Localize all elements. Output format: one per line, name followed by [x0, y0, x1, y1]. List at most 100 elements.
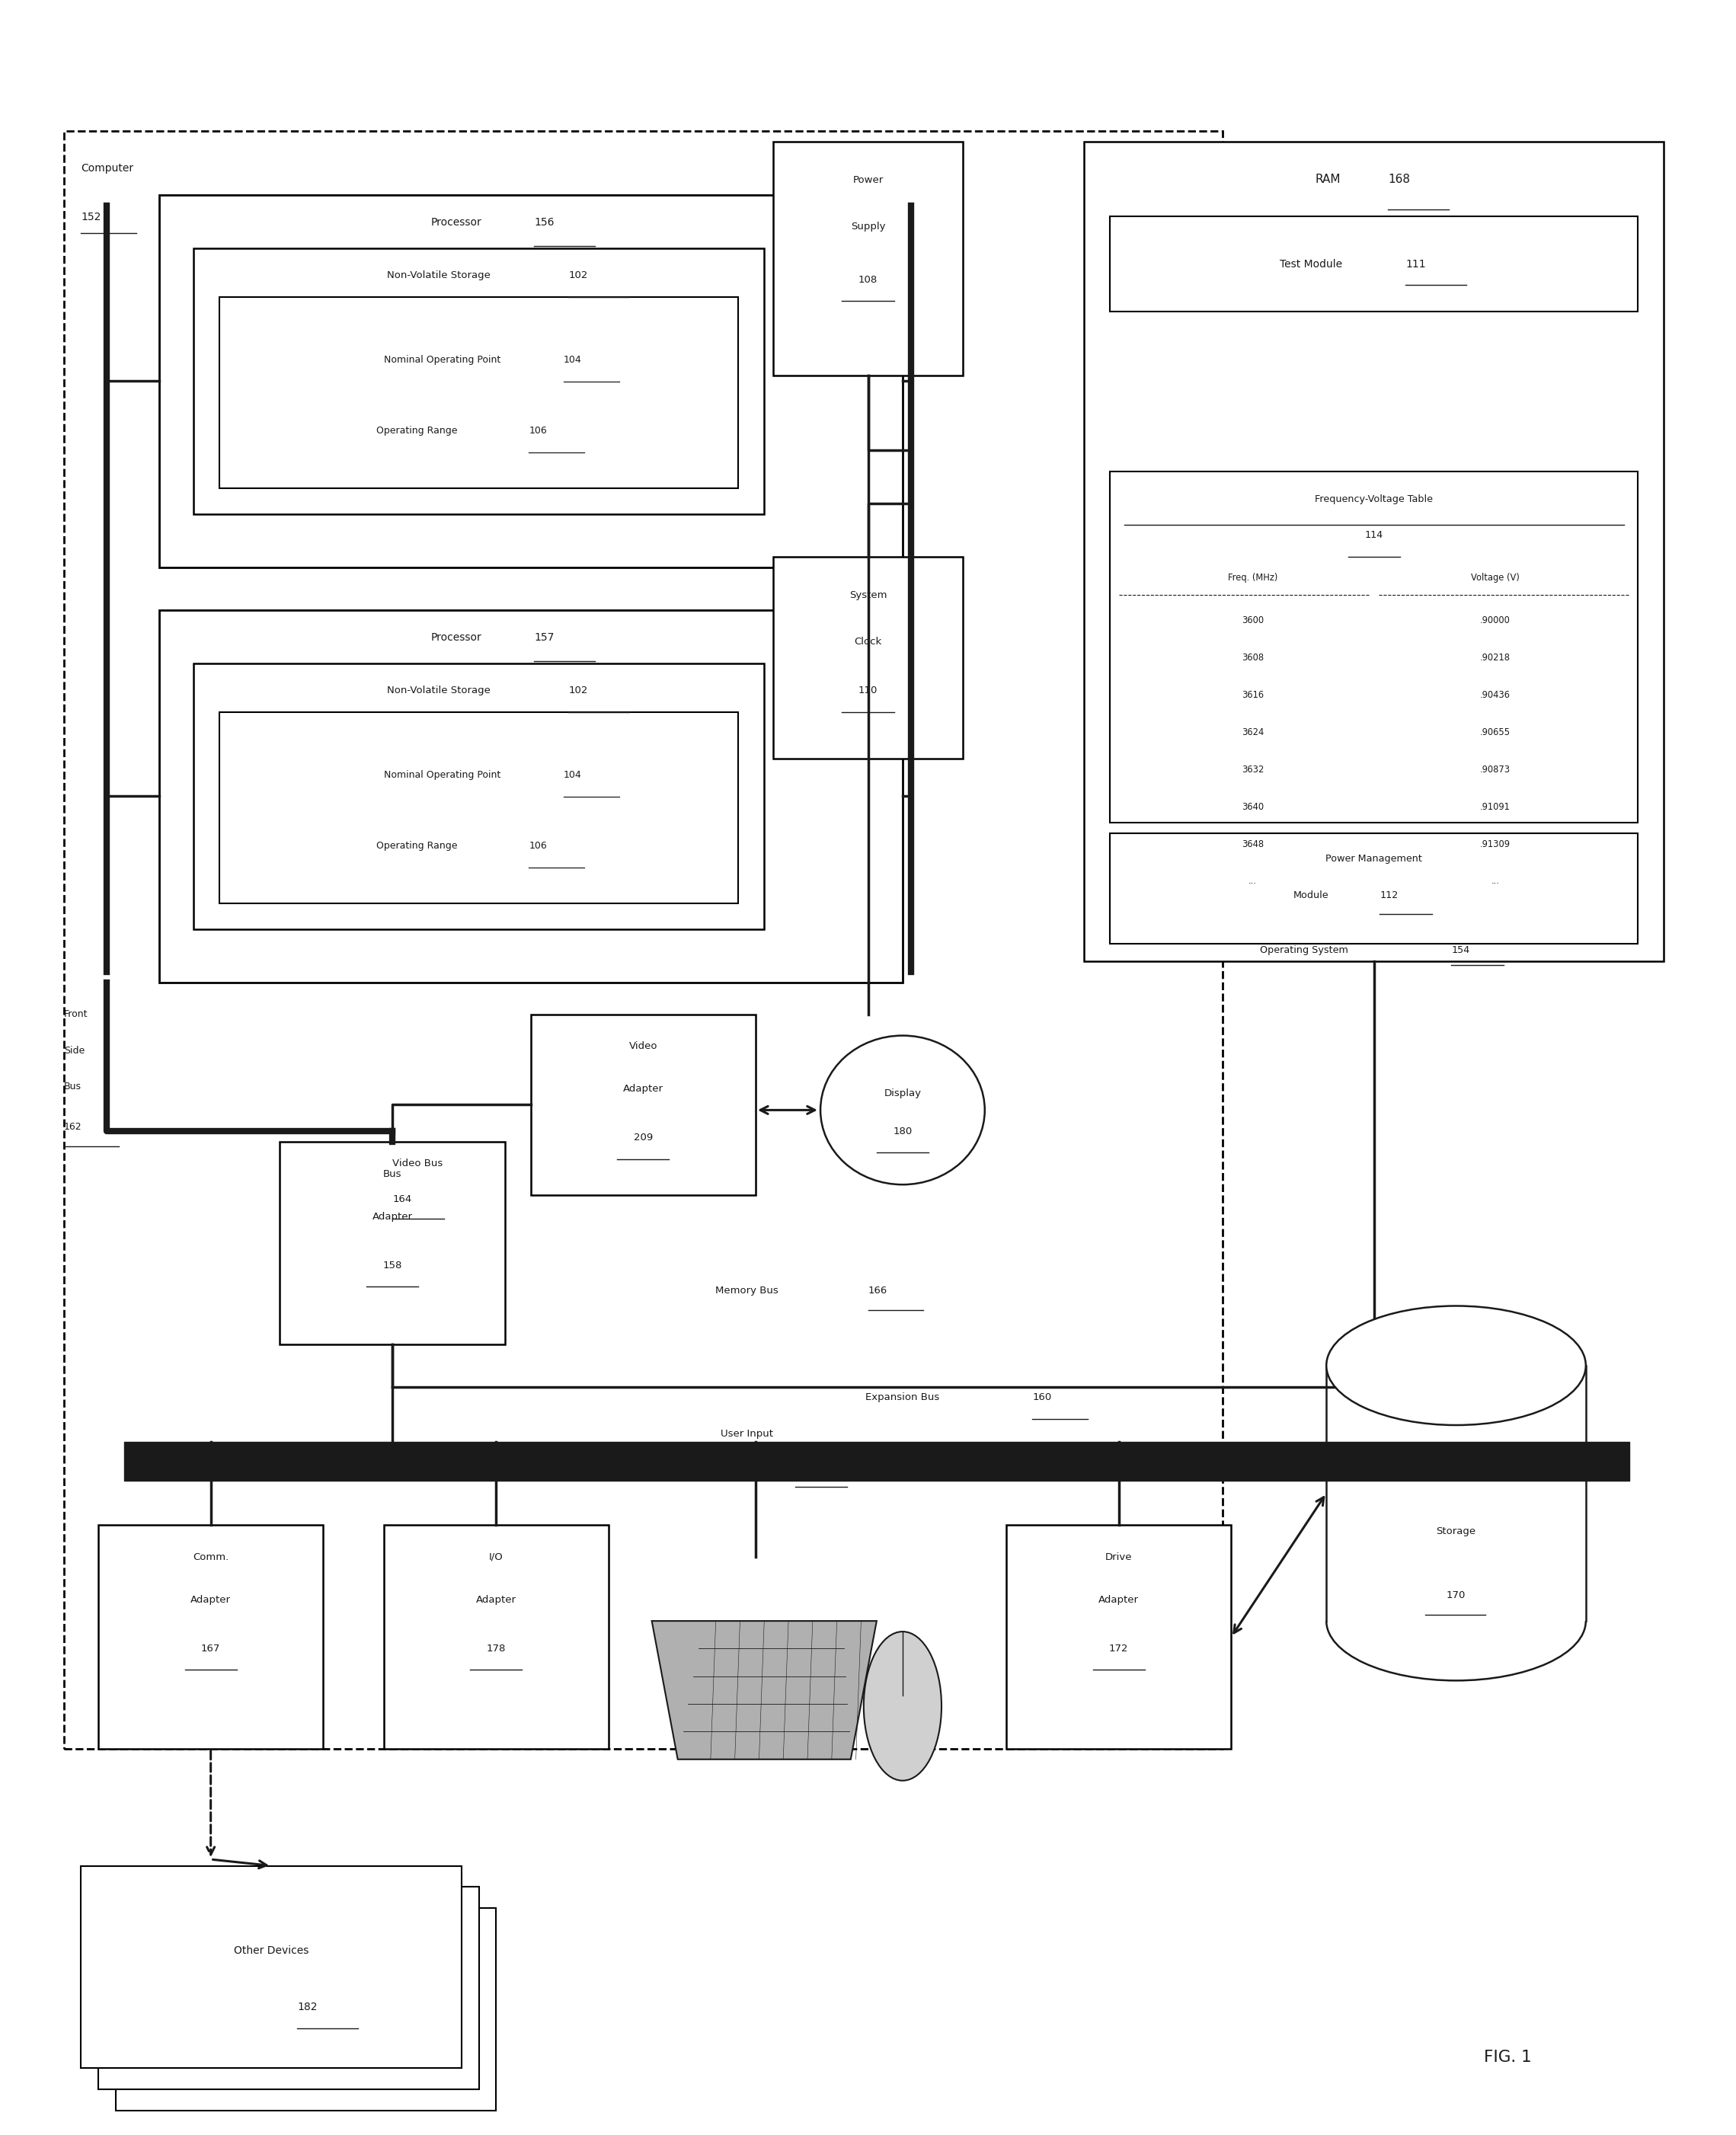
Text: 157: 157	[535, 632, 554, 643]
Text: 114: 114	[1364, 529, 1384, 540]
Text: 162: 162	[64, 1123, 82, 1132]
Bar	[82, 1866, 462, 2069]
Ellipse shape	[1326, 1307, 1585, 1426]
Bar	[531, 1014, 755, 1196]
Text: Front: Front	[64, 1010, 89, 1018]
Text: Data: Data	[1444, 1462, 1469, 1473]
Text: Expansion Bus: Expansion Bus	[866, 1392, 939, 1403]
Bar	[279, 1142, 505, 1345]
Text: Comm.: Comm.	[193, 1552, 229, 1563]
Text: .90873: .90873	[1481, 764, 1510, 775]
Text: User Input: User Input	[720, 1428, 773, 1439]
Text: Processor: Processor	[431, 632, 483, 643]
Bar	[116, 1909, 496, 2112]
Text: Operating Range: Operating Range	[377, 841, 457, 852]
Text: Power Management: Power Management	[1326, 854, 1422, 865]
Text: I/O: I/O	[490, 1552, 503, 1563]
Text: 102: 102	[569, 271, 589, 280]
Text: 172: 172	[1109, 1644, 1128, 1655]
Bar	[1085, 141, 1663, 961]
Text: Supply: Supply	[851, 222, 885, 231]
Text: 3632: 3632	[1241, 764, 1264, 775]
Ellipse shape	[821, 1035, 984, 1185]
Text: Power: Power	[852, 175, 884, 186]
Text: Side: Side	[64, 1046, 85, 1055]
Bar	[99, 1887, 479, 2090]
Text: 3648: 3648	[1241, 839, 1264, 850]
Text: Adapter: Adapter	[476, 1595, 516, 1606]
Text: FIG. 1: FIG. 1	[1484, 2050, 1531, 2065]
Text: Operating Range: Operating Range	[377, 427, 457, 436]
Text: 104: 104	[564, 771, 582, 779]
Text: Bus: Bus	[64, 1082, 82, 1091]
Text: 154: 154	[1451, 946, 1470, 954]
Bar	[384, 1524, 609, 1749]
Bar	[773, 557, 963, 758]
Text: 156: 156	[535, 218, 554, 228]
Text: 182: 182	[297, 2003, 318, 2013]
Text: 112: 112	[1380, 890, 1397, 901]
Text: Test Module: Test Module	[1279, 258, 1342, 269]
Text: 3608: 3608	[1241, 653, 1264, 662]
Text: 3600: 3600	[1241, 615, 1264, 626]
Bar	[193, 664, 764, 929]
Text: Nominal Operating Point: Nominal Operating Point	[384, 354, 502, 365]
Text: 166: 166	[868, 1285, 887, 1296]
Text: Processor: Processor	[431, 218, 483, 228]
Ellipse shape	[865, 1631, 941, 1781]
Text: 180: 180	[892, 1127, 911, 1136]
Bar	[158, 611, 903, 982]
Text: 209: 209	[634, 1134, 653, 1142]
Bar	[1007, 1524, 1231, 1749]
Text: Freq. (MHz): Freq. (MHz)	[1227, 572, 1278, 583]
Text: 3640: 3640	[1241, 803, 1264, 811]
Text: Other Devices: Other Devices	[234, 1945, 309, 1956]
Text: Video: Video	[628, 1042, 658, 1050]
Text: Non-Volatile Storage: Non-Volatile Storage	[387, 271, 491, 280]
Text: 160: 160	[1033, 1392, 1052, 1403]
Text: .90436: .90436	[1481, 690, 1510, 700]
Text: Adapter: Adapter	[1099, 1595, 1139, 1606]
Bar	[219, 297, 738, 489]
Text: System: System	[849, 589, 887, 600]
Text: .91309: .91309	[1481, 839, 1510, 850]
Bar	[219, 711, 738, 903]
Text: Drive: Drive	[1106, 1552, 1132, 1563]
Text: 164: 164	[392, 1193, 411, 1204]
Bar	[773, 141, 963, 376]
Bar	[99, 1524, 323, 1749]
Bar	[1109, 833, 1637, 944]
Text: 102: 102	[569, 685, 589, 696]
Text: Computer: Computer	[82, 162, 134, 173]
Text: Storage: Storage	[1436, 1527, 1476, 1537]
Text: 106: 106	[529, 841, 547, 852]
Text: 158: 158	[382, 1260, 403, 1270]
Text: 106: 106	[529, 427, 547, 436]
Text: Operating System: Operating System	[1260, 946, 1349, 954]
Text: Memory Bus: Memory Bus	[715, 1285, 778, 1296]
Text: 170: 170	[1446, 1591, 1465, 1601]
Text: Module: Module	[1293, 890, 1328, 901]
Text: Clock: Clock	[854, 636, 882, 647]
Bar	[193, 248, 764, 515]
Text: 3624: 3624	[1241, 728, 1264, 737]
Bar	[1109, 472, 1637, 822]
Text: 168: 168	[1389, 173, 1410, 186]
Text: 181: 181	[795, 1462, 814, 1473]
Text: 110: 110	[858, 685, 878, 696]
Text: Adapter: Adapter	[372, 1211, 413, 1221]
Text: 167: 167	[201, 1644, 220, 1655]
Text: ...: ...	[1491, 875, 1500, 886]
Text: Devices: Devices	[701, 1462, 741, 1473]
Text: Adapter: Adapter	[191, 1595, 231, 1606]
Text: Non-Volatile Storage: Non-Volatile Storage	[387, 685, 491, 696]
Text: ...: ...	[1248, 875, 1257, 886]
Text: .90000: .90000	[1481, 615, 1510, 626]
Text: Nominal Operating Point: Nominal Operating Point	[384, 771, 502, 779]
Text: .91091: .91091	[1481, 803, 1510, 811]
Polygon shape	[651, 1620, 877, 1759]
Text: Bus: Bus	[384, 1170, 401, 1179]
Text: RAM: RAM	[1314, 173, 1340, 186]
Bar	[1109, 216, 1637, 312]
Bar	[158, 194, 903, 568]
